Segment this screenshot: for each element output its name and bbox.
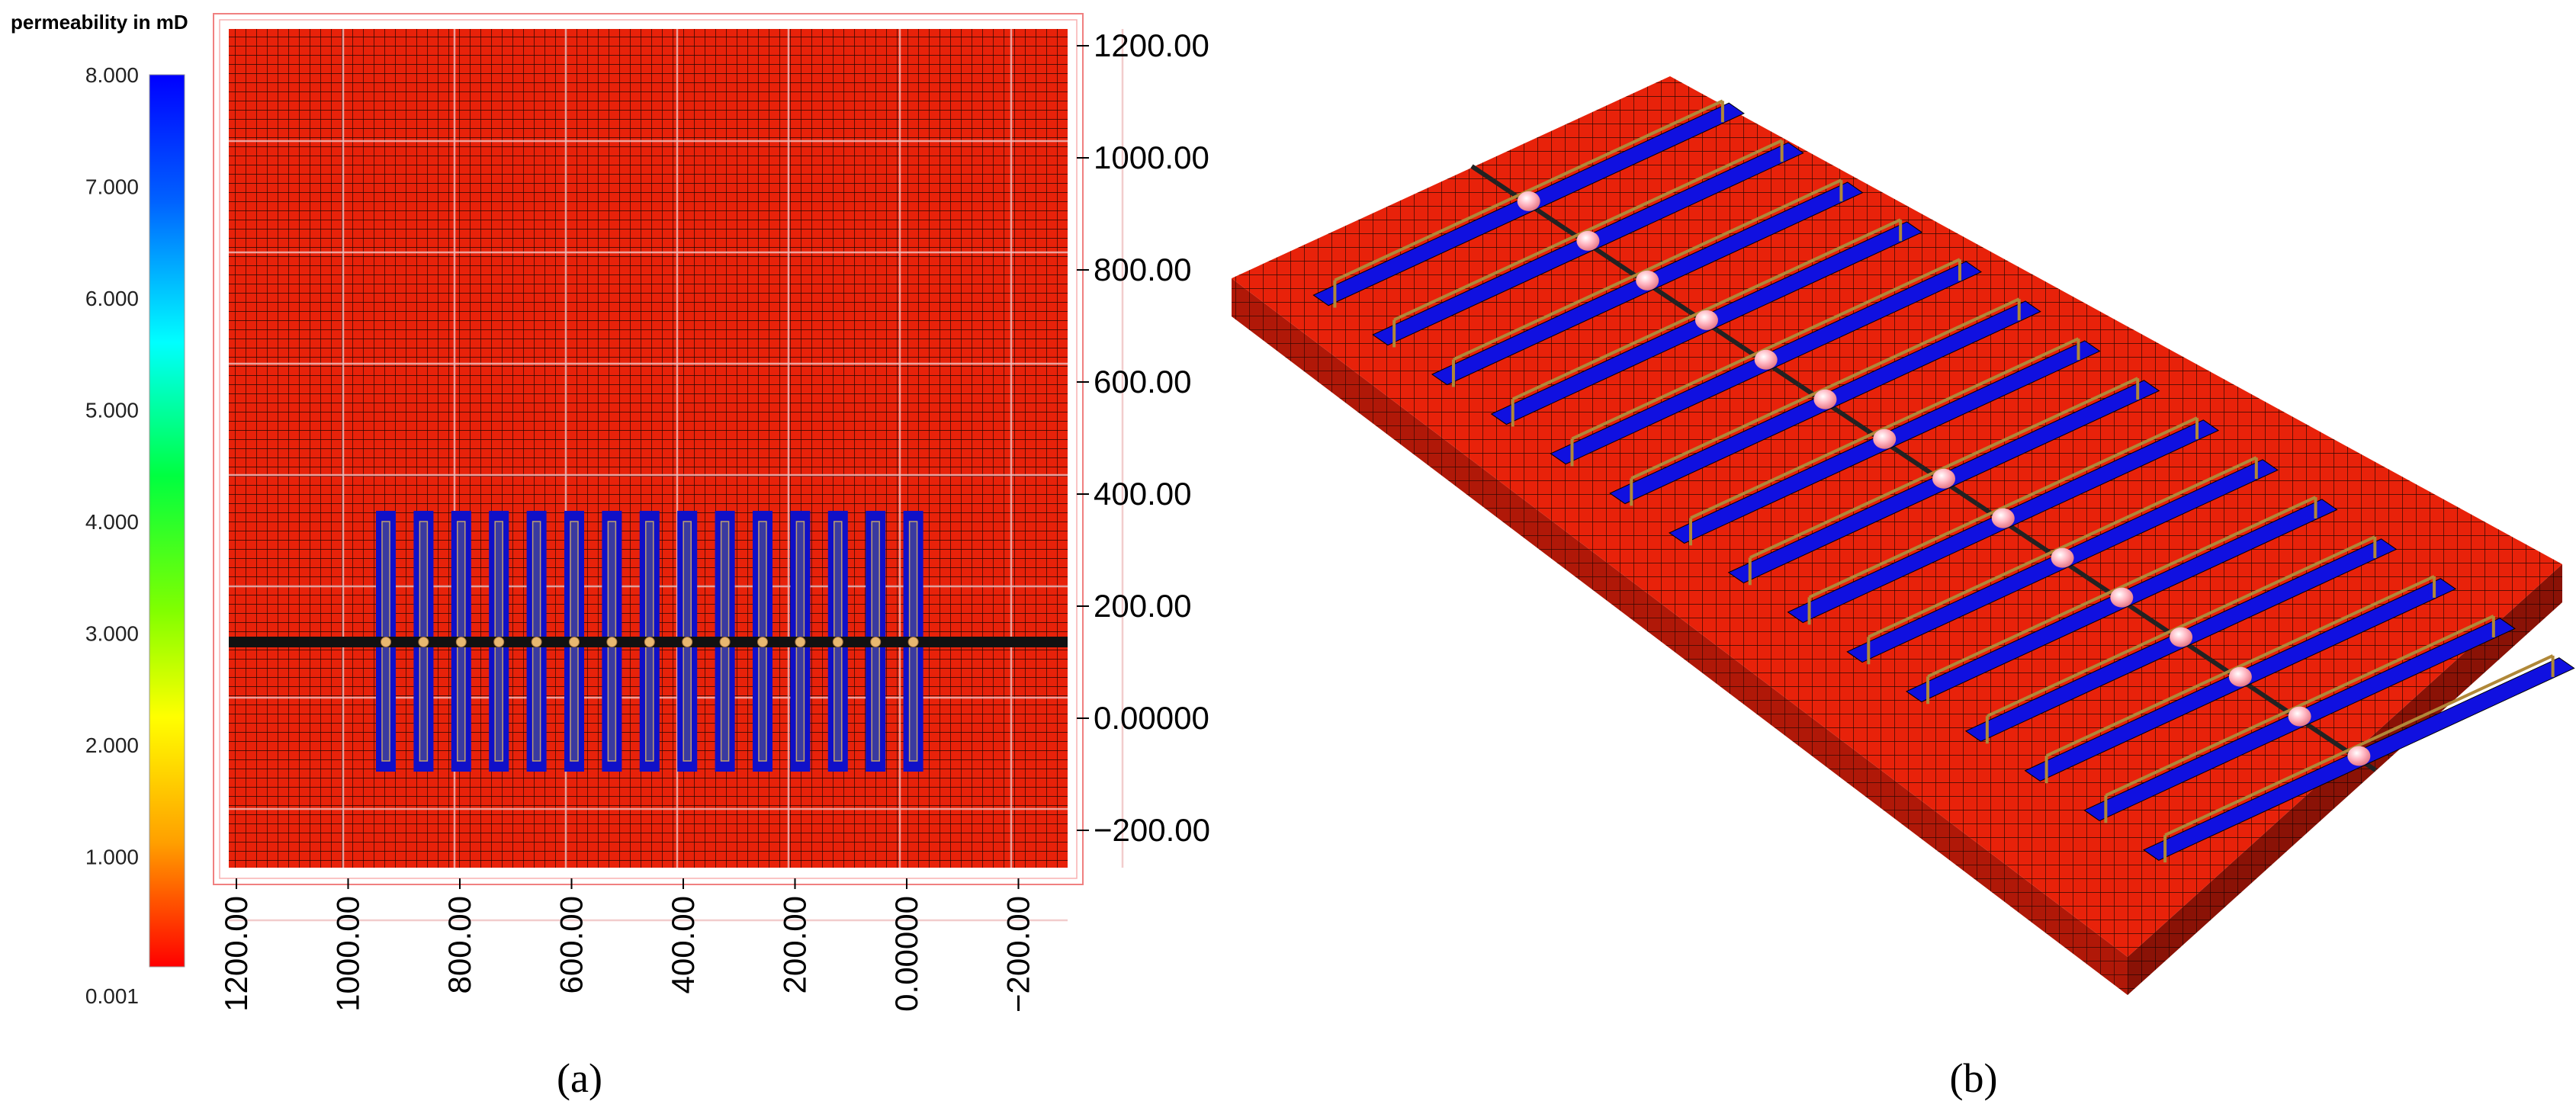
well-pipe (1511, 218, 1902, 401)
well-pipe (1393, 139, 1783, 322)
panel-a-frame (213, 13, 1084, 885)
panel-a-plot-frame (219, 19, 1078, 879)
panel-a: 1200.00 1000.00 800.00 600.00 400.00 200.00 0.… (213, 13, 1210, 1101)
colorbar-tick-label: 2.000 (85, 733, 139, 757)
perforation-bulb (2170, 627, 2193, 647)
colorbar-tick-label: 8.000 (85, 63, 139, 87)
well-pipe (1986, 535, 2376, 718)
perforation-point (682, 637, 693, 647)
well-pipes-3d (1333, 99, 2555, 863)
model-side-grid-right (2128, 564, 2562, 995)
perforation-point (381, 637, 391, 647)
colorbar-tick-label: 7.000 (85, 175, 139, 199)
perforation-point (493, 637, 505, 647)
perforation-bulb (2228, 666, 2252, 687)
y-axis-tick-label: 1200.00 (1094, 27, 1209, 63)
perforation-bulb (2051, 547, 2074, 568)
perforation-bulb (1991, 508, 2015, 528)
colorbar-tick-label: 4.000 (85, 510, 139, 534)
perforation-bulb (2347, 746, 2371, 766)
perforation-bulb (1932, 468, 1956, 489)
perforation-markers-3d (1517, 191, 2371, 766)
colorbar-tick-label: 5.000 (85, 399, 139, 422)
x-axis-tick-label: 200.00 (777, 896, 813, 993)
perforation-bulb (1517, 191, 1540, 211)
y-axis-tick-label: 600.00 (1094, 364, 1191, 400)
perforation-points (381, 637, 919, 647)
colorbar-tick-label: 1.000 (85, 846, 139, 869)
perforation-point (531, 637, 542, 647)
perforation-bulb (1576, 230, 1600, 251)
major-gridlines (229, 29, 1124, 922)
perforation-point (455, 637, 467, 647)
perforation-bulb (2288, 706, 2311, 727)
well-pipe (1571, 258, 1961, 441)
perforation-point (418, 637, 429, 647)
perforation-bulb (1694, 310, 1718, 330)
model-top-grid (1232, 76, 2562, 957)
y-axis-tick-label: 400.00 (1094, 476, 1191, 512)
perforation-point (832, 637, 843, 647)
well-pipe (1630, 297, 2020, 480)
perforation-point (757, 637, 768, 647)
well-pipe (1808, 416, 2198, 599)
perforation-bulb (2110, 587, 2134, 608)
x-axis-tick-label: 800.00 (442, 896, 477, 993)
x-axis-tick-label: 1000.00 (330, 896, 366, 1012)
perforation-point (644, 637, 655, 647)
well-pipe (1334, 99, 1723, 282)
y-axis-tick-label: 0.00000 (1094, 700, 1209, 736)
x-axis-tick-label: −200.00 (1001, 896, 1036, 1013)
x-axis-tick-label: 1200.00 (218, 896, 254, 1012)
panel-a-caption: (a) (557, 1055, 602, 1101)
colorbar-tick-label: 6.000 (85, 287, 139, 310)
well-pipe (2105, 615, 2494, 797)
perforation-point (907, 637, 919, 647)
well-pipe (1927, 496, 2317, 679)
x-axis-tick-label: 400.00 (665, 896, 701, 993)
well-pipe (1749, 377, 2139, 560)
colorbar-gradient (149, 74, 185, 968)
colorbar-title: permeability in mD (11, 11, 188, 34)
perforation-bulb (1813, 389, 1837, 409)
y-axis-tick-label: −200.00 (1094, 812, 1210, 848)
panel-b: (b) (1232, 76, 2575, 1101)
model-side-grid-left (1232, 278, 2128, 995)
perforation-bulb (1754, 349, 1778, 370)
x-axis-tick-label: 600.00 (554, 896, 589, 993)
well-pipe (2164, 654, 2554, 836)
x-axis-tick-label: 0.00000 (888, 896, 924, 1012)
x-axis-ticks: 1200.00 1000.00 800.00 600.00 400.00 200.00 0.… (218, 878, 1036, 1013)
perforation-point (870, 637, 882, 647)
y-axis-ticks: 1200.00 1000.00 800.00 600.00 400.00 200.00 0.… (1077, 27, 1210, 848)
perforation-point (606, 637, 618, 647)
colorbar-tick-label: 3.000 (85, 622, 139, 646)
well-pipe (1868, 456, 2257, 639)
y-axis-tick-label: 200.00 (1094, 588, 1191, 624)
perforation-point (569, 637, 580, 647)
perforation-point (719, 637, 731, 647)
perforation-bulb (1873, 429, 1897, 449)
wellbore-3d (1470, 164, 2377, 772)
well-pipe (1453, 178, 1842, 361)
well-pipe (1690, 337, 2080, 520)
y-axis-tick-label: 1000.00 (1094, 140, 1209, 175)
colorbar: permeability in mD 8.000 7.000 6.000 5.000 4… (11, 11, 188, 1008)
panel-b-caption: (b) (1950, 1055, 1998, 1101)
colorbar-ticks: 8.000 7.000 6.000 5.000 4.000 3.000 2.000 1.000… (85, 63, 139, 1008)
colorbar-tick-label: 0.001 (85, 984, 139, 1008)
y-axis-tick-label: 800.00 (1094, 252, 1191, 287)
perforation-bulb (1636, 270, 1659, 290)
well-pipe (2045, 575, 2435, 758)
perforation-point (795, 637, 806, 647)
